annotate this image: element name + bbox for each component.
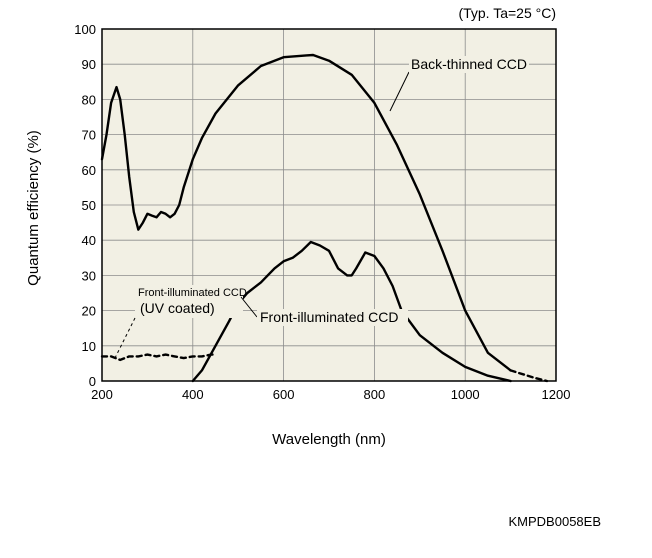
x-tick-label: 400 <box>182 387 204 402</box>
tick-labels: 200 400 600 800 1000 1200 0 10 20 30 40 50 60 70 80 90 1… <box>74 22 570 402</box>
y-tick-label: 10 <box>82 339 96 354</box>
plot-frame <box>101 28 557 382</box>
y-tick-label: 20 <box>82 304 96 319</box>
condition-note: (Typ. Ta=25 °C) <box>458 5 556 21</box>
x-axis-title: Wavelength (nm) <box>272 431 386 448</box>
annotation-back-thinned: Back-thinned CCD <box>389 56 529 112</box>
y-axis-title: Quantum efficiency (%) <box>25 130 42 286</box>
series-line-1 <box>509 369 549 383</box>
svg-text:Front-illuminated CCD: Front-illuminated CCD <box>138 287 247 299</box>
series-line-0 <box>100 53 512 372</box>
y-tick-label: 90 <box>82 57 96 72</box>
y-tick-label: 100 <box>74 22 96 37</box>
x-tick-label: 200 <box>91 387 113 402</box>
x-tick-label: 1000 <box>451 387 480 402</box>
document-code: KMPDB0058EB <box>508 514 602 529</box>
annotation-front-uv: Front-illuminated CCD (UV coated) <box>114 285 247 359</box>
annotation-front-illuminated: Front-illuminated CCD <box>240 296 408 326</box>
svg-text:Back-thinned CCD: Back-thinned CCD <box>411 56 527 72</box>
svg-text:(UV coated): (UV coated) <box>140 300 215 316</box>
y-tick-label: 70 <box>82 128 96 143</box>
svg-text:Front-illuminated CCD: Front-illuminated CCD <box>260 309 398 325</box>
y-tick-label: 60 <box>82 163 96 178</box>
grid <box>102 29 556 381</box>
y-tick-label: 0 <box>89 374 96 389</box>
x-tick-label: 600 <box>273 387 295 402</box>
y-tick-label: 30 <box>82 268 96 283</box>
y-tick-label: 80 <box>82 92 96 107</box>
y-tick-label: 40 <box>82 233 96 248</box>
y-tick-label: 50 <box>82 198 96 213</box>
series-line-3 <box>100 353 217 362</box>
x-tick-label: 800 <box>364 387 386 402</box>
x-tick-label: 1200 <box>542 387 571 402</box>
